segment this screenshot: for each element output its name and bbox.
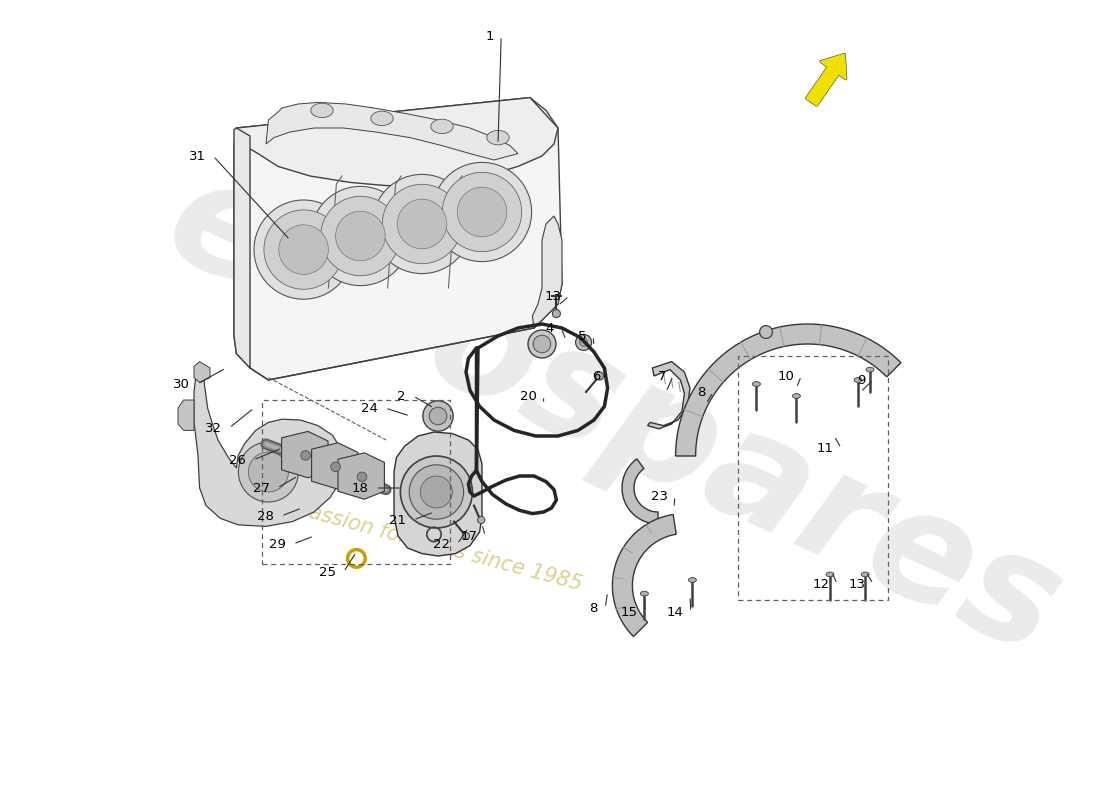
Ellipse shape	[640, 591, 648, 596]
Text: 26: 26	[229, 454, 246, 466]
Ellipse shape	[254, 200, 353, 299]
Ellipse shape	[760, 326, 772, 338]
Text: 28: 28	[257, 510, 274, 522]
Text: 13: 13	[544, 290, 562, 302]
Text: 6: 6	[592, 370, 601, 382]
Polygon shape	[311, 443, 358, 490]
Text: 9: 9	[858, 374, 866, 386]
Ellipse shape	[420, 476, 452, 508]
Ellipse shape	[321, 196, 400, 276]
Text: 14: 14	[667, 606, 683, 618]
Ellipse shape	[552, 310, 560, 318]
Text: 23: 23	[650, 490, 668, 502]
Ellipse shape	[854, 378, 862, 382]
Polygon shape	[648, 362, 690, 429]
Text: 13: 13	[849, 578, 866, 590]
Ellipse shape	[429, 407, 447, 425]
Polygon shape	[338, 453, 384, 499]
Text: 25: 25	[319, 566, 337, 578]
Text: 29: 29	[270, 538, 286, 550]
Polygon shape	[178, 400, 194, 430]
Ellipse shape	[487, 130, 509, 145]
Ellipse shape	[397, 199, 447, 249]
Ellipse shape	[528, 330, 556, 358]
Ellipse shape	[373, 174, 472, 274]
Ellipse shape	[278, 225, 329, 274]
Polygon shape	[234, 128, 250, 368]
Ellipse shape	[383, 184, 462, 264]
Text: 1: 1	[485, 30, 494, 42]
Text: 10: 10	[777, 370, 794, 382]
Polygon shape	[394, 432, 482, 556]
Ellipse shape	[595, 372, 604, 380]
Ellipse shape	[866, 367, 874, 372]
Text: 31: 31	[189, 150, 206, 162]
Text: 22: 22	[433, 538, 450, 550]
Ellipse shape	[580, 338, 587, 346]
Ellipse shape	[462, 533, 470, 540]
Text: 4: 4	[546, 322, 554, 334]
Text: 7: 7	[658, 370, 666, 382]
Ellipse shape	[358, 472, 366, 482]
Ellipse shape	[861, 572, 869, 577]
Text: 2: 2	[397, 390, 406, 402]
Text: 8: 8	[697, 386, 706, 398]
Ellipse shape	[477, 517, 485, 524]
Ellipse shape	[400, 456, 472, 528]
Polygon shape	[234, 98, 562, 380]
Polygon shape	[532, 216, 562, 328]
Ellipse shape	[575, 334, 592, 350]
Polygon shape	[613, 514, 676, 637]
Text: 12: 12	[813, 578, 830, 590]
Text: 24: 24	[361, 402, 378, 414]
Ellipse shape	[752, 382, 760, 386]
Text: 32: 32	[205, 422, 222, 434]
Ellipse shape	[534, 335, 551, 353]
Polygon shape	[282, 431, 328, 478]
Ellipse shape	[689, 578, 696, 582]
Polygon shape	[194, 368, 343, 526]
Ellipse shape	[336, 211, 385, 261]
Text: 15: 15	[621, 606, 638, 618]
Text: 11: 11	[817, 442, 834, 454]
Ellipse shape	[264, 210, 343, 290]
Polygon shape	[236, 98, 558, 186]
Text: eurospares: eurospares	[145, 144, 1084, 688]
FancyArrowPatch shape	[806, 54, 846, 106]
Text: 30: 30	[173, 378, 190, 390]
Polygon shape	[194, 362, 210, 382]
Text: 20: 20	[519, 390, 537, 402]
Text: 27: 27	[253, 482, 270, 494]
Ellipse shape	[442, 172, 521, 252]
Ellipse shape	[331, 462, 340, 472]
Ellipse shape	[249, 452, 288, 492]
Text: 8: 8	[590, 602, 598, 614]
Ellipse shape	[239, 442, 298, 502]
Text: 5: 5	[578, 330, 586, 342]
Polygon shape	[675, 324, 901, 456]
Ellipse shape	[409, 465, 463, 519]
Ellipse shape	[792, 394, 801, 398]
Ellipse shape	[371, 111, 393, 126]
Text: 17: 17	[461, 530, 478, 542]
Ellipse shape	[311, 103, 333, 118]
Ellipse shape	[422, 401, 453, 431]
Polygon shape	[266, 102, 518, 160]
Polygon shape	[621, 459, 658, 524]
Text: a passion for parts since 1985: a passion for parts since 1985	[275, 494, 585, 594]
Ellipse shape	[311, 186, 410, 286]
Ellipse shape	[458, 187, 507, 237]
Ellipse shape	[300, 450, 310, 460]
Ellipse shape	[432, 162, 531, 262]
Ellipse shape	[431, 119, 453, 134]
Ellipse shape	[826, 572, 834, 577]
Text: 18: 18	[352, 482, 368, 494]
Text: 21: 21	[389, 514, 406, 526]
